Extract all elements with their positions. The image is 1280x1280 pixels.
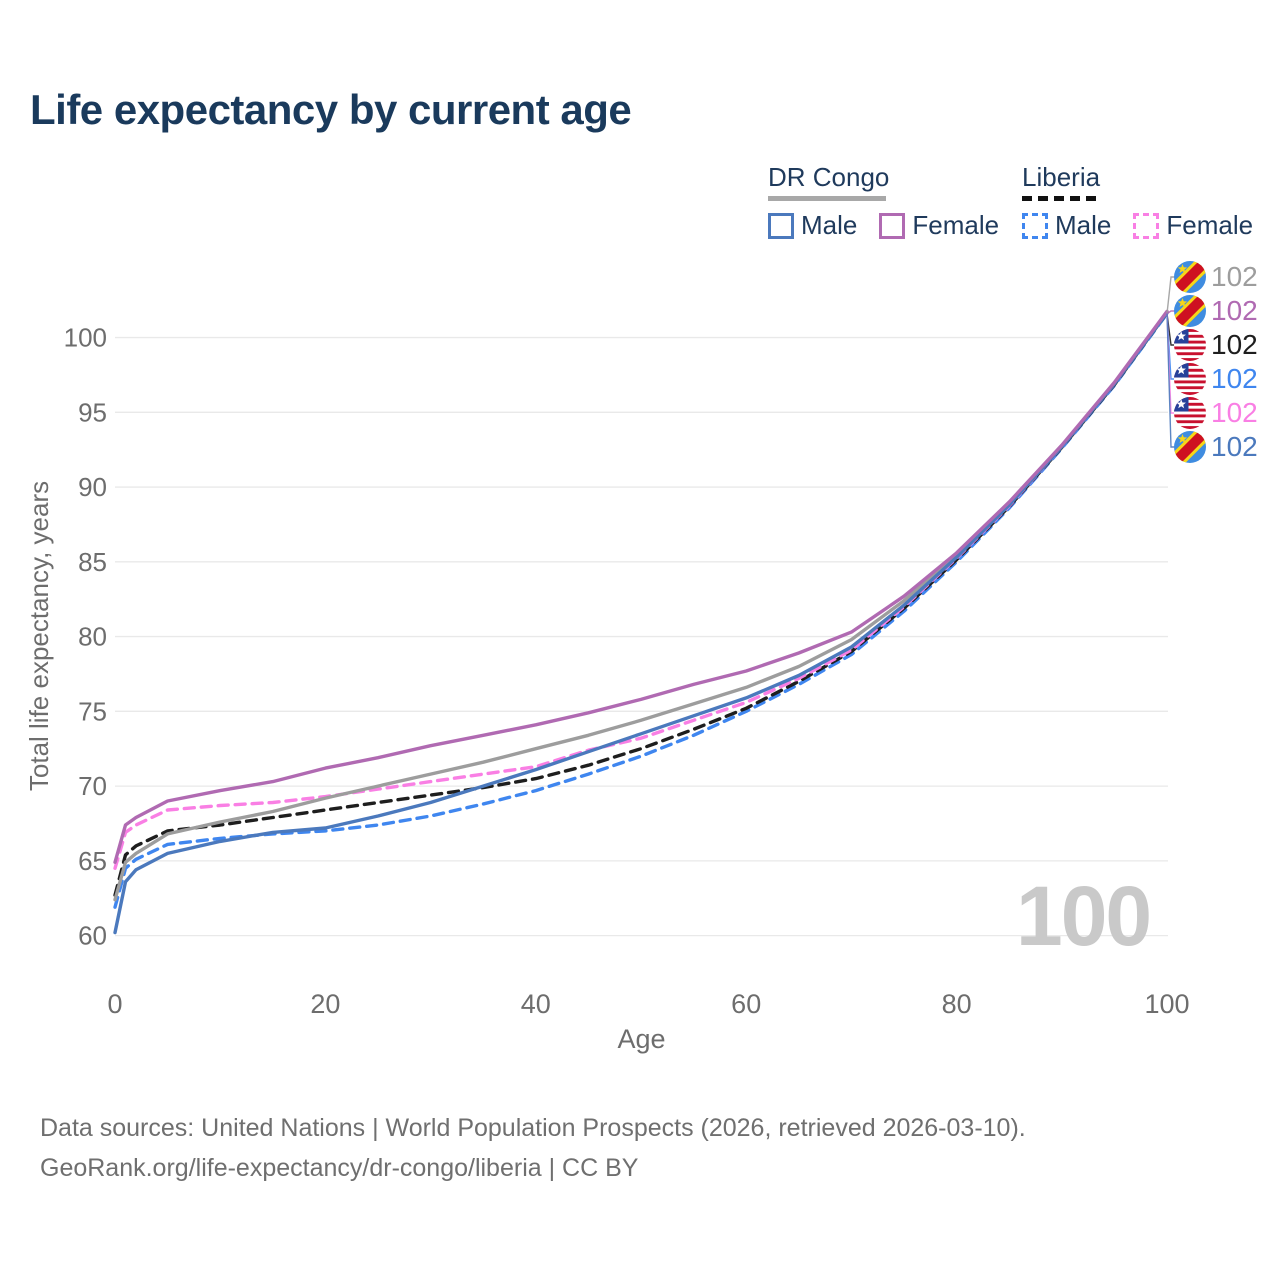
x-tick-label: 20 [310,989,340,1019]
flag-star [1176,365,1186,375]
legend-item-label[interactable]: Male [801,210,858,240]
flag-star [1176,399,1186,409]
end-value-label: 102 [1211,397,1258,428]
legend-swatch-drcongo-male[interactable] [768,212,794,239]
x-tick-label: 100 [1144,989,1189,1019]
series-line-lr_t[interactable] [113,311,1169,897]
footer: Data sources: United Nations | World Pop… [40,1108,1026,1188]
series-line-lr_f[interactable] [113,310,1169,870]
age-counter-watermark: 100 [1016,869,1152,963]
legend-item-label[interactable]: Female [912,210,1000,240]
flag-icon-cd [1174,295,1206,327]
legend-item-label[interactable]: Male [1055,210,1112,240]
flag-icon-cd [1174,261,1206,293]
flag-star [1177,434,1188,444]
y-tick-label: 60 [78,921,107,951]
legend-solid-line-swatch [768,196,886,201]
x-tick-label: 60 [731,989,761,1019]
flag-icon-lr [1174,363,1206,395]
attribution-link-text[interactable]: GeoRank.org/life-expectancy/dr-congo/lib… [40,1154,639,1182]
x-axis-title: Age [617,1024,665,1054]
legend-swatch-liberia-female[interactable] [1133,212,1160,239]
page-title: Life expectancy by current age [30,86,632,133]
y-tick-label: 85 [78,547,107,577]
y-tick-label: 75 [78,696,107,726]
end-value-label: 102 [1211,261,1258,292]
y-tick-label: 70 [78,771,107,801]
flag-star [1177,298,1188,308]
series-line-cd_t[interactable] [113,310,1169,902]
end-value-label: 102 [1211,329,1258,360]
legend-dashed-line-swatch [1022,196,1102,201]
legend-group-dr-congo: DR Congo Male Female [768,162,1021,241]
flag-icon-lr [1174,397,1206,429]
legend-group-liberia: Liberia Male Female [1022,162,1275,241]
x-tick-label: 40 [521,989,551,1019]
data-sources-text: Data sources: United Nations | World Pop… [40,1114,1026,1142]
x-tick-label: 80 [942,989,972,1019]
legend-swatch-drcongo-female[interactable] [879,212,906,239]
end-value-label: 102 [1211,295,1258,326]
x-tick-label: 0 [107,989,122,1019]
end-value-label: 102 [1211,431,1258,462]
y-axis-title: Total life expectancy, years [24,481,54,791]
flag-star [1176,331,1186,341]
legend-country-label[interactable]: Liberia [1022,162,1101,192]
legend-swatch-liberia-male[interactable] [1022,212,1048,239]
series-line-cd_m[interactable] [113,311,1169,935]
legend-country-label[interactable]: DR Congo [768,162,890,192]
y-tick-label: 65 [78,846,107,876]
series-line-lr_m[interactable] [113,311,1169,909]
flag-icon-cd [1174,431,1206,463]
y-tick-label: 80 [78,622,107,652]
flag-icon-lr [1174,329,1206,361]
series-line-cd_f[interactable] [113,309,1169,864]
end-value-label: 102 [1211,363,1258,394]
legend-item-label[interactable]: Female [1166,210,1254,240]
y-tick-label: 95 [78,397,107,427]
flag-star [1177,264,1188,274]
y-tick-label: 90 [78,472,107,502]
y-tick-label: 100 [64,323,107,353]
